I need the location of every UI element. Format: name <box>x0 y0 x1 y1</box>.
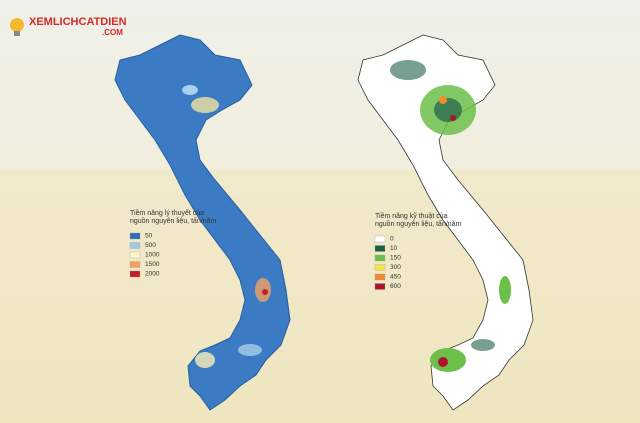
legend-title-line: Tiềm năng lý thuyết của <box>130 208 204 217</box>
legend-title: Tiềm năng lý thuyết của nguồn nguyên liệu… <box>130 208 217 225</box>
legend-swatch <box>129 261 141 268</box>
legend-label: 0 <box>390 236 394 243</box>
legend-label: 1500 <box>145 261 160 268</box>
logo-domain: .COM <box>102 28 123 37</box>
theoretical-map <box>114 34 291 411</box>
legend-swatch <box>129 251 141 259</box>
legend-title: Tiềm năng kỹ thuật của nguồn nguyên liệu,… <box>375 211 462 228</box>
legend-label: 2000 <box>145 271 160 278</box>
legend: Tiềm năng lý thuyết của nguồn nguyên liệu… <box>129 208 217 278</box>
legend-label: 500 <box>145 242 156 249</box>
legend-swatch <box>374 235 386 243</box>
legend-swatch <box>129 242 141 249</box>
legend-title-line: nguồn nguyên liệu, tấn/năm <box>375 219 462 228</box>
legend-label: 1000 <box>145 252 160 259</box>
legend-swatch <box>129 270 141 278</box>
legend-swatch <box>374 264 386 271</box>
legend-title-line: Tiềm năng kỹ thuật của <box>375 211 448 220</box>
logo-name: XEMLICHCATDIEN <box>29 16 127 28</box>
legend-label: 450 <box>390 274 401 281</box>
logo-icon <box>10 18 24 32</box>
legend-title-line: nguồn nguyên liệu, tấn/năm <box>130 216 217 225</box>
legend-swatch <box>374 273 386 281</box>
legend-swatch <box>374 283 386 290</box>
field <box>0 170 640 423</box>
legend-label: 150 <box>390 255 401 262</box>
legend-swatch <box>374 254 386 262</box>
technical-map <box>357 34 534 411</box>
legend-label: 10 <box>390 245 398 252</box>
legend-label: 300 <box>390 264 401 271</box>
logo: XEMLICHCATDIEN .COM <box>10 16 127 37</box>
legend-swatch <box>374 245 386 252</box>
legend: Tiềm năng kỹ thuật của nguồn nguyên liệu,… <box>374 211 462 290</box>
legend-swatch <box>129 232 141 240</box>
legend-label: 600 <box>390 283 401 290</box>
legend-label: 50 <box>145 233 153 240</box>
logo-icon-base <box>14 31 20 36</box>
